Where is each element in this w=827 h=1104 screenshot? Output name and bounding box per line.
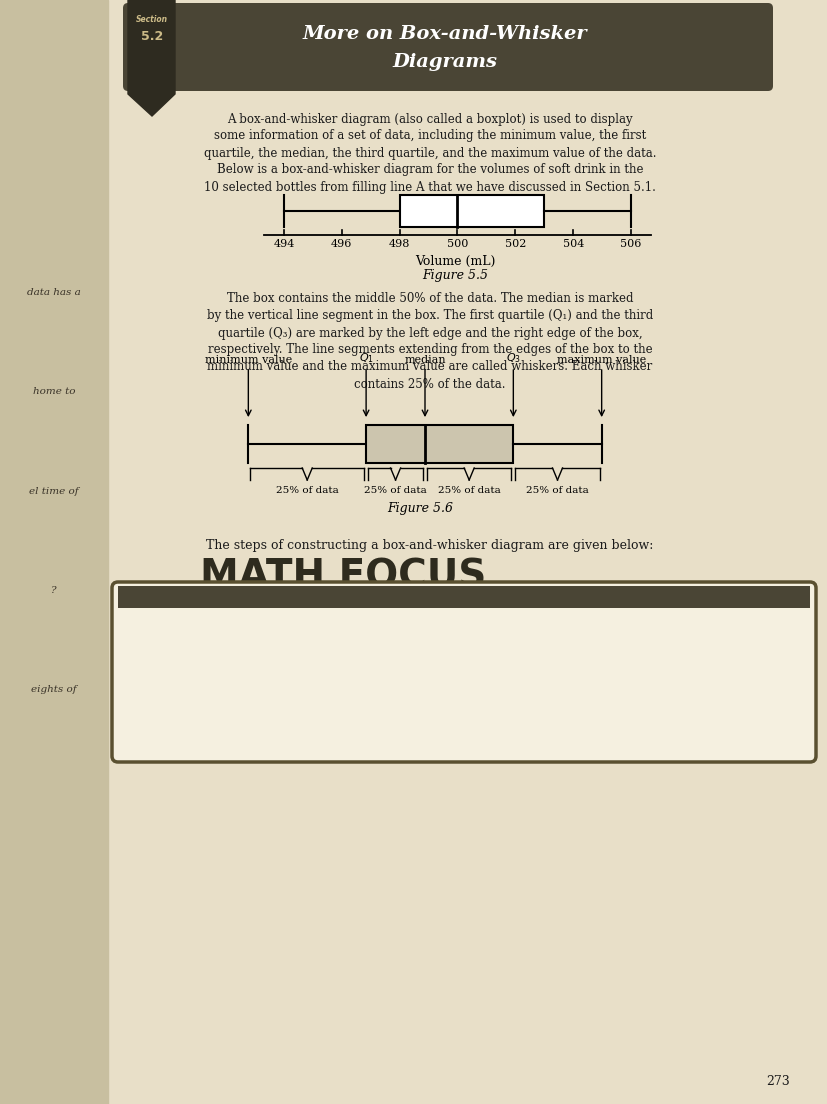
Text: 498: 498: [389, 238, 410, 250]
Text: quartile, the median, the third quartile, and the maximum value of the data.: quartile, the median, the third quartile…: [203, 147, 656, 159]
Text: the maximum value.: the maximum value.: [218, 745, 346, 758]
Text: 500: 500: [447, 238, 467, 250]
Text: 273: 273: [765, 1075, 789, 1089]
Polygon shape: [128, 0, 174, 116]
Text: The box contains the middle 50% of the data. The median is marked: The box contains the middle 50% of the d…: [227, 293, 633, 306]
Text: Figure 5.6: Figure 5.6: [386, 502, 452, 514]
Text: 25% of data: 25% of data: [364, 486, 427, 495]
Text: More on Box-and-Whisker: More on Box-and-Whisker: [303, 25, 586, 43]
Text: quartile (Q₃) are marked by the left edge and the right edge of the box,: quartile (Q₃) are marked by the left edg…: [218, 327, 642, 340]
Text: maximum value: maximum value: [557, 355, 646, 365]
Text: 504: 504: [562, 238, 583, 250]
Text: 502: 502: [504, 238, 525, 250]
FancyBboxPatch shape: [112, 582, 815, 762]
Text: Section: Section: [136, 14, 168, 23]
Text: Step 3.: Step 3.: [140, 690, 189, 703]
Text: Figure 5.5: Figure 5.5: [422, 269, 487, 282]
Text: respectively. The line segments extending from the edges of the box to the: respectively. The line segments extendin…: [208, 343, 652, 357]
Text: third quartile on a horizontal scale.: third quartile on a horizontal scale.: [218, 631, 442, 644]
Bar: [118, 586, 809, 608]
Bar: [366, 425, 513, 463]
Text: minimum value and the maximum value are called whiskers. Each whisker: minimum value and the maximum value are …: [207, 361, 652, 373]
Text: ?: ?: [51, 586, 57, 595]
Text: 496: 496: [331, 238, 352, 250]
Text: eights of: eights of: [31, 686, 77, 694]
Text: Step 4.: Step 4.: [140, 728, 189, 741]
Text: by the vertical line segment in the box. The first quartile (Q₁) and the third: by the vertical line segment in the box.…: [207, 309, 653, 322]
Bar: [399, 195, 543, 227]
Text: Draw a box that reaches from the first quartile to the: Draw a box that reaches from the first q…: [218, 614, 556, 627]
Text: The steps of constructing a box-and-whisker diagram are given below:: The steps of constructing a box-and-whis…: [206, 540, 653, 552]
Text: home to: home to: [33, 388, 75, 396]
Text: Step 2.: Step 2.: [140, 652, 189, 665]
Text: 5.2: 5.2: [141, 31, 163, 43]
Text: 506: 506: [619, 238, 641, 250]
Text: contains 25% of the data.: contains 25% of the data.: [354, 378, 505, 391]
Text: Draw a vertical line segment across the box at the: Draw a vertical line segment across the …: [218, 652, 538, 665]
Text: 25% of data: 25% of data: [525, 486, 588, 495]
Text: Volume (mL): Volume (mL): [414, 255, 495, 268]
Text: Diagrams: Diagrams: [392, 53, 497, 71]
Text: median.: median.: [218, 669, 268, 682]
Text: 494: 494: [273, 238, 294, 250]
Text: 25% of data: 25% of data: [275, 486, 338, 495]
Bar: [0, 0, 108, 1104]
Text: median: median: [404, 355, 445, 365]
Text: data has a: data has a: [27, 288, 81, 297]
Text: A box-and-whisker diagram (also called a boxplot) is used to display: A box-and-whisker diagram (also called a…: [227, 113, 632, 126]
Text: $Q_1$: $Q_1$: [358, 351, 373, 365]
Text: el time of: el time of: [29, 487, 79, 496]
Text: Draw a line segment from the left edge of the box to: Draw a line segment from the left edge o…: [218, 690, 551, 703]
Text: Draw a line segment from the right edge of the box to: Draw a line segment from the right edge …: [218, 728, 561, 741]
Text: minimum value: minimum value: [204, 355, 292, 365]
Text: Below is a box-and-whisker diagram for the volumes of soft drink in the: Below is a box-and-whisker diagram for t…: [217, 163, 643, 177]
Text: 25% of data: 25% of data: [437, 486, 500, 495]
Text: $Q_3$: $Q_3$: [505, 351, 520, 365]
Text: the minimum value.: the minimum value.: [218, 707, 343, 720]
Text: some information of a set of data, including the minimum value, the first: some information of a set of data, inclu…: [213, 129, 645, 142]
Text: 10 selected bottles from filling line A that we have discussed in Section 5.1.: 10 selected bottles from filling line A …: [203, 180, 655, 193]
FancyBboxPatch shape: [123, 3, 772, 91]
Text: MATH FOCUS: MATH FOCUS: [200, 558, 485, 595]
Text: Step 1.: Step 1.: [140, 614, 189, 627]
